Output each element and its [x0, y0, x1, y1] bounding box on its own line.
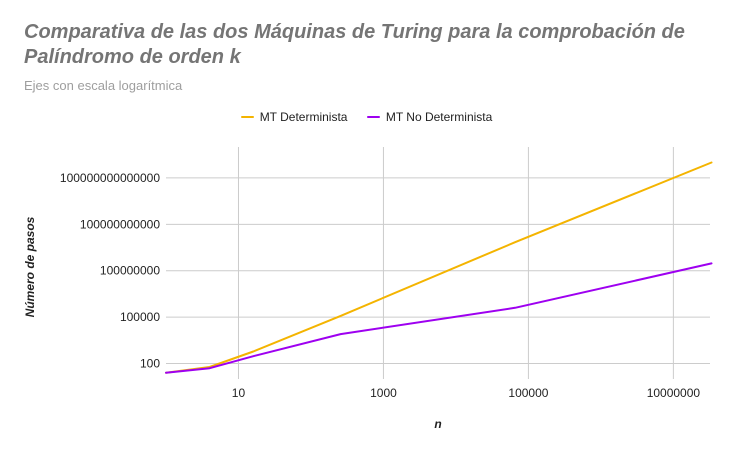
chart-title: Comparativa de las dos Máquinas de Turin…	[24, 21, 685, 68]
legend-label-determinista: MT Determinista	[259, 110, 348, 124]
x-tick-label: 100000	[508, 386, 548, 400]
y-tick-label: 100000	[120, 310, 160, 324]
x-tick-label: 10	[232, 386, 246, 400]
legend-label-no-determinista: MT No Determinista	[385, 110, 493, 124]
series-line-determinista	[165, 161, 713, 374]
x-tick-label: 10000000	[647, 386, 701, 400]
x-tick-label: 1000	[370, 386, 397, 400]
chart-subtitle: Ejes con escala logarítmica	[24, 78, 183, 93]
y-tick-label: 100000000000	[80, 217, 160, 231]
legend-item-determinista[interactable]: MT Determinista	[240, 110, 348, 124]
y-tick-label: 100000000	[100, 264, 160, 278]
legend-swatch-no-determinista	[366, 116, 380, 118]
y-tick-label: 100000000000000	[60, 171, 160, 185]
y-tick-label: 100	[140, 357, 160, 371]
legend-item-no-determinista[interactable]: MT No Determinista	[366, 110, 493, 124]
series-line-no-determinista	[165, 262, 713, 374]
legend-swatch-determinista	[240, 116, 254, 118]
chart-legend: MT Determinista MT No Determinista	[0, 107, 733, 124]
x-axis-title: n	[434, 417, 441, 431]
y-axis-title: Número de pasos	[23, 216, 37, 317]
